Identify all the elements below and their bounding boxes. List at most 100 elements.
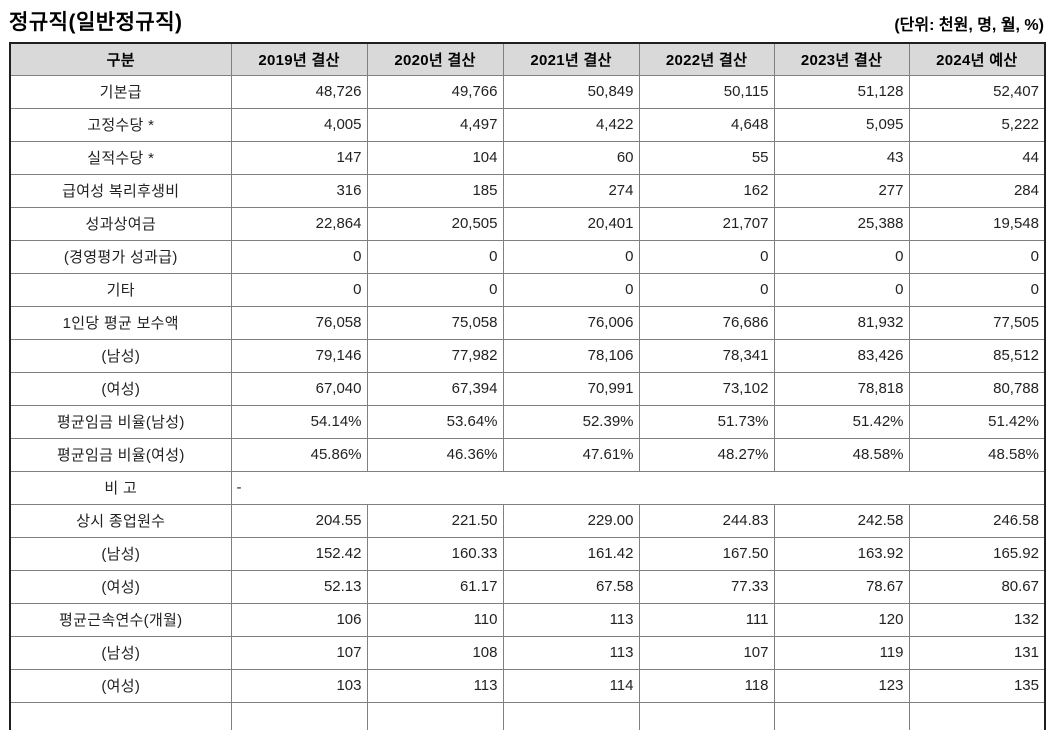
table-cell: 46.36% <box>366 437 504 472</box>
table-cell: 61.17 <box>366 569 504 604</box>
table-cell: 51.42% <box>908 404 1046 439</box>
table-row: 급여성 복리후생비 316 185 274 162 277 284 <box>9 173 1046 208</box>
clipped-partial-row <box>9 701 1046 730</box>
table-cell: 83,426 <box>773 338 910 373</box>
table-cell: 77,505 <box>908 305 1046 340</box>
table-cell: 78.67 <box>773 569 910 604</box>
row-label: (여성) <box>9 371 232 406</box>
table-cell: 77,982 <box>366 338 504 373</box>
table-cell <box>366 701 504 730</box>
table-cell: 246.58 <box>908 503 1046 538</box>
table-row: (여성) 52.13 61.17 67.58 77.33 78.67 80.67 <box>9 569 1046 604</box>
table-cell: 113 <box>502 635 640 670</box>
table-cell: 108 <box>366 635 504 670</box>
table-cell: 73,102 <box>638 371 775 406</box>
column-header: 2021년 결산 <box>502 42 640 76</box>
table-cell <box>908 701 1046 730</box>
table-cell: 135 <box>908 668 1046 703</box>
table-cell: 0 <box>638 239 775 274</box>
row-label: 비 고 <box>9 470 232 505</box>
table-cell: 204.55 <box>230 503 368 538</box>
table-cell: 316 <box>230 173 368 208</box>
row-label: 고정수당 * <box>9 107 232 142</box>
table-cell: 51.42% <box>773 404 910 439</box>
table-cell: 51,128 <box>773 74 910 109</box>
table-row: (여성) 103 113 114 118 123 135 <box>9 668 1046 703</box>
table-cell: 19,548 <box>908 206 1046 241</box>
table-cell: 50,115 <box>638 74 775 109</box>
table-cell: 48,726 <box>230 74 368 109</box>
table-row: (남성) 152.42 160.33 161.42 167.50 163.92 165.92 <box>9 536 1046 571</box>
table-row: 평균근속연수(개월) 106 110 113 111 120 132 <box>9 602 1046 637</box>
row-label: (여성) <box>9 668 232 703</box>
table-cell: 131 <box>908 635 1046 670</box>
compensation-table: 구분 2019년 결산 2020년 결산 2021년 결산 2022년 결산 2023년 … <box>9 42 1046 730</box>
table-cell <box>773 701 910 730</box>
column-header: 2023년 결산 <box>773 42 910 76</box>
table-cell: 48.27% <box>638 437 775 472</box>
table-cell: 132 <box>908 602 1046 637</box>
table-cell: 51.73% <box>638 404 775 439</box>
table-header-row: 구분 2019년 결산 2020년 결산 2021년 결산 2022년 결산 2023년 … <box>9 42 1046 76</box>
title-bar: 정규직(일반정규직) (단위: 천원, 명, 월, %) <box>0 0 1053 42</box>
row-label: 평균임금 비율(남성) <box>9 404 232 439</box>
table-cell: 221.50 <box>366 503 504 538</box>
row-label <box>9 701 232 730</box>
table-cell: 67.58 <box>502 569 640 604</box>
remarks-cell: - <box>230 470 1046 505</box>
table-cell: 160.33 <box>366 536 504 571</box>
row-label: 성과상여금 <box>9 206 232 241</box>
row-label: (남성) <box>9 635 232 670</box>
table-cell: 152.42 <box>230 536 368 571</box>
table-cell: 119 <box>773 635 910 670</box>
table-cell: 167.50 <box>638 536 775 571</box>
table-cell: 76,006 <box>502 305 640 340</box>
table-cell: 277 <box>773 173 910 208</box>
table-cell: 43 <box>773 140 910 175</box>
table-row: (남성) 79,146 77,982 78,106 78,341 83,426 85,512 <box>9 338 1046 373</box>
table-row: 성과상여금 22,864 20,505 20,401 21,707 25,388 19,54… <box>9 206 1046 241</box>
table-row: (경영평가 성과급) 0 0 0 0 0 0 <box>9 239 1046 274</box>
row-label: 기타 <box>9 272 232 307</box>
table-cell: 274 <box>502 173 640 208</box>
column-header: 구분 <box>9 42 232 76</box>
table-row: 1인당 평균 보수액 76,058 75,058 76,006 76,686 81,932… <box>9 305 1046 340</box>
table-cell: 114 <box>502 668 640 703</box>
table-cell: 75,058 <box>366 305 504 340</box>
table-cell: 79,146 <box>230 338 368 373</box>
table-cell: 284 <box>908 173 1046 208</box>
table-cell: 185 <box>366 173 504 208</box>
table-cell <box>638 701 775 730</box>
table-cell: 5,222 <box>908 107 1046 142</box>
table-cell: 85,512 <box>908 338 1046 373</box>
table-cell: 0 <box>230 239 368 274</box>
table-row: (남성) 107 108 113 107 119 131 <box>9 635 1046 670</box>
table-cell: 54.14% <box>230 404 368 439</box>
table-cell: 4,648 <box>638 107 775 142</box>
table-cell: 76,686 <box>638 305 775 340</box>
table-row: 상시 종업원수 204.55 221.50 229.00 244.83 242.58 246… <box>9 503 1046 538</box>
row-label: (남성) <box>9 338 232 373</box>
column-header: 2024년 예산 <box>908 42 1046 76</box>
row-label: 평균근속연수(개월) <box>9 602 232 637</box>
table-cell: 0 <box>366 239 504 274</box>
table-cell: 78,818 <box>773 371 910 406</box>
table-cell: 0 <box>230 272 368 307</box>
table-cell: 118 <box>638 668 775 703</box>
column-header: 2022년 결산 <box>638 42 775 76</box>
table-cell: 78,106 <box>502 338 640 373</box>
table-row: 비 고- <box>9 470 1046 505</box>
table-cell: 55 <box>638 140 775 175</box>
row-label: 실적수당 * <box>9 140 232 175</box>
table-cell: 70,991 <box>502 371 640 406</box>
table-cell: 78,341 <box>638 338 775 373</box>
table-cell: 106 <box>230 602 368 637</box>
table-cell: 4,005 <box>230 107 368 142</box>
table-cell: 22,864 <box>230 206 368 241</box>
table-cell: 52.39% <box>502 404 640 439</box>
table-cell: 165.92 <box>908 536 1046 571</box>
table-cell: 48.58% <box>773 437 910 472</box>
column-header: 2020년 결산 <box>366 42 504 76</box>
table-cell: 113 <box>502 602 640 637</box>
